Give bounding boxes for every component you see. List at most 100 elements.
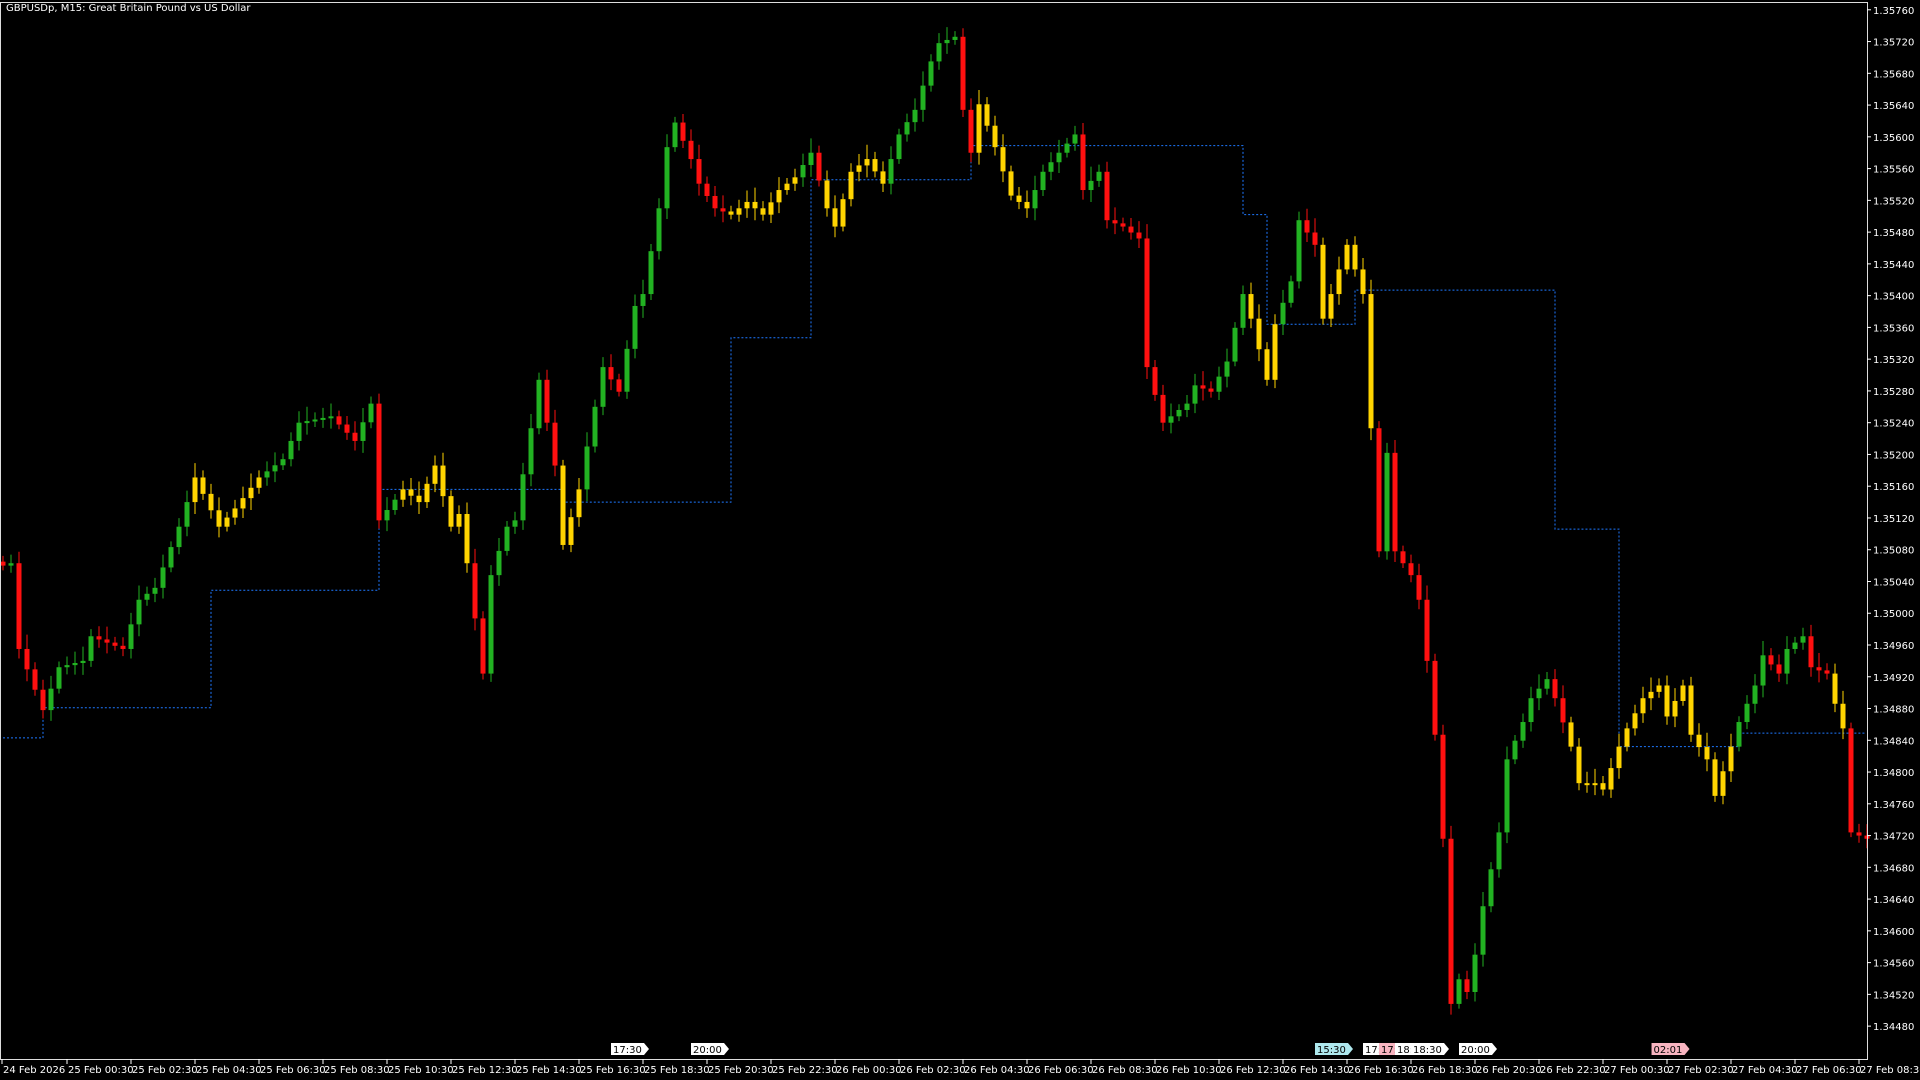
candle-body: [632, 305, 638, 349]
candle-body: [568, 517, 574, 545]
candle-body: [424, 483, 430, 503]
candle-body: [784, 183, 790, 191]
candle-body: [80, 660, 86, 664]
candle-body: [312, 419, 318, 422]
candle-body: [440, 465, 446, 497]
candle-body: [1560, 698, 1566, 723]
candle-body: [888, 159, 894, 184]
time-tick-label: 27 Feb 04:30: [1732, 1065, 1798, 1076]
price-tick-label: 1.35040: [1873, 577, 1914, 588]
time-tick-label: 27 Feb 00:30: [1604, 1065, 1670, 1076]
candle-body: [360, 422, 366, 441]
candle-body: [104, 639, 110, 643]
price-tick-label: 1.34920: [1873, 673, 1914, 684]
price-tick-label: 1.35000: [1873, 609, 1914, 620]
time-tick-label: 25 Feb 06:30: [260, 1065, 326, 1076]
candle-body: [512, 520, 518, 527]
candle-body: [1800, 636, 1806, 643]
price-tick-label: 1.35680: [1873, 69, 1914, 80]
candle-body: [1256, 318, 1262, 350]
event-marker: [1411, 1043, 1449, 1055]
time-tick-label: 26 Feb 18:30: [1412, 1065, 1478, 1076]
candle-body: [8, 563, 14, 566]
candle-body: [960, 36, 966, 110]
event-marker: [1459, 1043, 1497, 1055]
time-tick-label: 26 Feb 08:30: [1092, 1065, 1158, 1076]
candle-body: [736, 208, 742, 215]
candle-body: [712, 195, 718, 209]
time-tick-label: 25 Feb 22:30: [772, 1065, 838, 1076]
candle-body: [1144, 238, 1150, 368]
candle-body: [144, 593, 150, 600]
price-tick-label: 1.35080: [1873, 546, 1914, 557]
price-tick-label: 1.34840: [1873, 736, 1914, 747]
price-tick-label: 1.34640: [1873, 895, 1914, 906]
price-tick-label: 1.35480: [1873, 228, 1914, 239]
candle-body: [304, 421, 310, 424]
candle-body: [1400, 551, 1406, 564]
event-marker: [611, 1043, 649, 1055]
candle-body: [1448, 838, 1454, 1004]
candle-body: [344, 424, 350, 433]
candle-body: [1808, 636, 1814, 668]
candle-body: [1704, 747, 1710, 760]
candle-body: [1768, 655, 1774, 665]
candle-body: [616, 379, 622, 392]
candle-body: [1720, 771, 1726, 796]
time-tick-label: 26 Feb 14:30: [1284, 1065, 1350, 1076]
time-tick-label: 25 Feb 04:30: [196, 1065, 262, 1076]
candle-body: [728, 211, 734, 215]
candle-body: [136, 599, 142, 625]
candle-body: [1016, 195, 1022, 202]
candle-body: [680, 122, 686, 141]
step-line-indicator: [3, 145, 1865, 748]
price-tick-label: 1.35360: [1873, 323, 1914, 334]
candle-body: [1776, 664, 1782, 674]
candle-body: [872, 159, 878, 172]
candle-body: [160, 567, 166, 588]
candle-body: [200, 477, 206, 494]
candle-body: [1264, 349, 1270, 380]
candle-body: [1632, 713, 1638, 729]
candle-body: [1736, 722, 1742, 747]
candle-body: [1752, 685, 1758, 704]
candle-body: [352, 432, 358, 441]
candle-body: [552, 422, 558, 466]
candle-body: [1208, 388, 1214, 392]
candle-body: [1784, 648, 1790, 674]
candle-body: [1040, 171, 1046, 191]
candle-body: [1304, 220, 1310, 233]
candle-body: [1520, 722, 1526, 741]
candle-body: [1648, 691, 1654, 699]
candle-body: [1840, 703, 1846, 729]
time-tick-label: 27 Feb 06:30: [1796, 1065, 1862, 1076]
candle-body: [528, 428, 534, 475]
candle-body: [1176, 409, 1182, 417]
candle-body: [504, 526, 510, 551]
candle-body: [400, 489, 406, 500]
candle-body: [1664, 685, 1670, 717]
candle-body: [1696, 734, 1702, 748]
candle-body: [1064, 143, 1070, 153]
candle-body: [1344, 244, 1350, 270]
candle-body: [704, 183, 710, 196]
candle-body: [1728, 746, 1734, 772]
price-tick-label: 1.34600: [1873, 927, 1914, 938]
candle-body: [1008, 171, 1014, 196]
candle-body: [384, 510, 390, 521]
candle-body: [520, 474, 526, 521]
candle-body: [56, 667, 62, 689]
candle-body: [824, 180, 830, 209]
candle-body: [176, 526, 182, 548]
candle-body: [864, 159, 870, 166]
candle-body: [560, 465, 566, 545]
candle-body: [896, 134, 902, 160]
step-line: [3, 145, 1865, 748]
price-axis[interactable]: 1.35760 1.35720 1.35680 1.35640 1.35600 1.355…: [0, 2, 1915, 1060]
candle-body: [1616, 746, 1622, 769]
candle-body: [1608, 768, 1614, 790]
candle-body: [1336, 269, 1342, 295]
candle-body: [624, 348, 630, 392]
